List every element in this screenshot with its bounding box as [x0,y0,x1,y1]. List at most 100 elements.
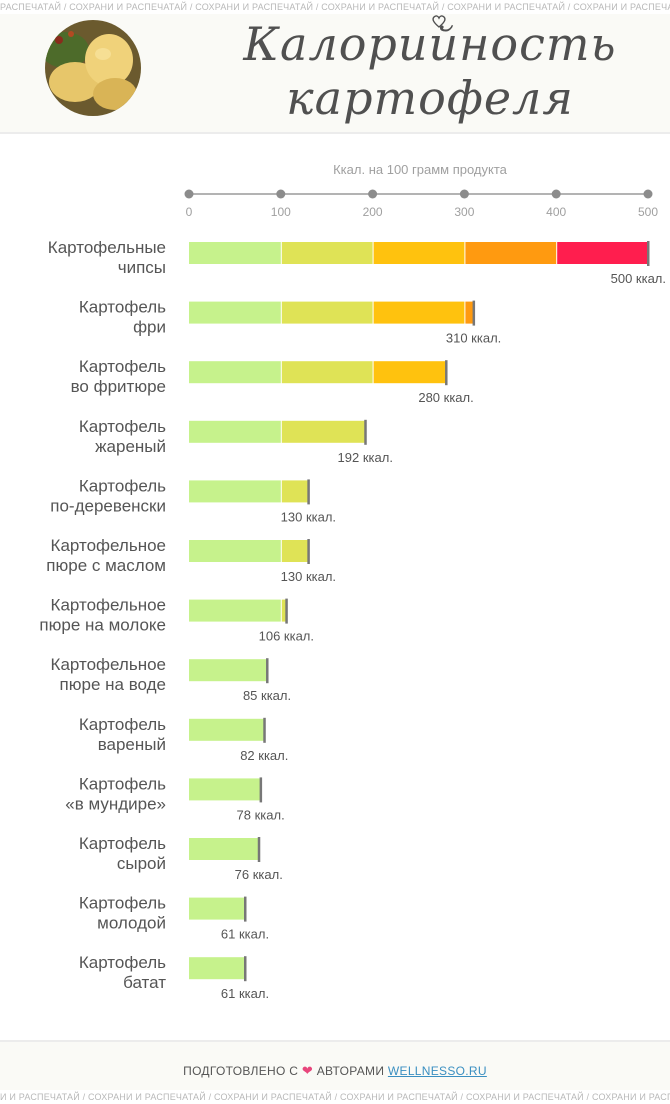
bar-segment [465,242,557,264]
site-link[interactable]: WELLNESSO.RU [387,1064,487,1078]
bar-end-marker [263,717,266,743]
x-tick-label: 100 [271,205,291,219]
bar-segment [281,420,366,443]
category-label: чипсы [118,258,166,277]
value-label: 82 ккал. [240,748,288,763]
x-tick-dot [368,189,378,199]
value-label: 130 ккал. [281,569,336,584]
page-title-line2: картофеля [286,71,574,125]
value-label: 61 ккал. [221,986,269,1001]
bar-segment [281,480,309,503]
category-label: молодой [97,914,166,933]
category-label: по-деревенски [50,496,166,515]
bar-segment [189,778,261,801]
x-tick-label: 0 [186,205,193,219]
category-label: Картофельное [51,596,166,615]
x-tick-dot [551,189,561,199]
bar-segment [189,540,281,562]
watermark-bottom: И И РАСПЕЧАТАЙ / СОХРАНИ И РАСПЕЧАТАЙ / … [0,1092,670,1102]
x-tick-dot [276,189,286,199]
bar-end-marker [259,777,263,803]
bar-end-marker [307,479,310,505]
category-label: Картофель [79,298,166,317]
category-label: «в мундире» [65,794,166,813]
category-label: Картофель [79,894,166,913]
bar-segment [281,540,309,562]
heart-icon [432,15,446,28]
category-label: пюре на молоке [39,616,166,635]
bar-segment [281,301,373,324]
bar-segment [373,361,447,384]
bar-segment [189,301,281,324]
chart-title: Ккал. на 100 грамм продукта [333,162,508,177]
category-label: Картофельное [51,655,166,674]
bar-segment [189,897,245,920]
x-tick-label: 400 [546,205,566,219]
value-label: 61 ккал. [221,927,269,942]
bar-end-marker [445,360,448,386]
category-label: фри [133,318,166,337]
x-tick-dot [184,189,194,199]
bar-segment [557,242,648,264]
bar-segment [465,301,474,324]
heart-icon: ❤ [301,1063,314,1078]
category-label: Картофель [79,417,166,436]
bar-segment [373,301,465,324]
bar-end-marker [257,837,261,862]
bar-segment [189,242,281,264]
bar-end-marker [647,241,650,266]
category-label: Картофельные [48,238,166,257]
bar-end-marker [243,956,247,982]
x-tick-label: 500 [638,205,658,219]
bar-segment [189,659,268,682]
x-tick-label: 300 [454,205,474,219]
bar-end-marker [472,300,476,326]
footer-band [0,1042,670,1090]
x-tick-dot [459,189,469,199]
calorie-bar-chart: Ккал. на 100 грамм продукта 0 100 200 300 400… [39,162,666,1001]
bar-segment [189,599,281,622]
footer-credit: ПОДГОТОВЛЕНО С ❤ АВТОРАМИ WELLNESSO.RU [0,1063,670,1079]
bar-segment [281,361,373,384]
bar-end-marker [266,658,269,684]
category-label: пюре с маслом [46,556,166,575]
category-label: Картофель [79,834,166,853]
category-label: батат [123,973,166,992]
bar-segment [189,838,259,860]
value-label: 78 ккал. [237,807,285,822]
bar-end-marker [243,896,247,922]
watermark-top: РАСПЕЧАТАЙ / СОХРАНИ И РАСПЕЧАТАЙ / СОХР… [0,2,670,12]
potato-photo-icon [45,20,141,116]
category-label: Картофельное [51,536,166,555]
category-label: во фритюре [71,377,166,396]
bar-segment [189,361,281,384]
value-label: 130 ккал. [281,509,336,524]
value-label: 280 ккал. [418,390,473,405]
footer-divider [0,1040,670,1042]
value-label: 106 ккал. [259,629,314,644]
category-label: Картофель [79,357,166,376]
bar-segment [189,957,245,980]
value-label: 76 ккал. [235,867,283,882]
category-label: Картофель [79,476,166,495]
value-label: 85 ккал. [243,688,291,703]
category-label: Картофель [79,953,166,972]
value-label: 192 ккал. [338,450,393,465]
category-label: вареный [98,735,166,754]
header-divider [0,132,670,134]
bar-segment [373,242,465,264]
bar-segment [281,242,373,264]
bar-segment [189,718,265,741]
bar-end-marker [285,598,288,624]
value-label: 310 ккал. [446,331,501,346]
x-tick-dot [643,189,653,199]
bar-end-marker [364,419,367,445]
footer-prefix: ПОДГОТОВЛЕНО С [183,1064,299,1078]
page-title-line1: Калорийность [243,17,617,71]
value-label: 500 ккал. [611,271,666,286]
bar-segment [189,420,281,443]
bar-segment [189,480,281,503]
footer-middle: АВТОРАМИ [316,1064,385,1078]
category-label: сырой [117,854,166,873]
category-label: Картофель [79,715,166,734]
